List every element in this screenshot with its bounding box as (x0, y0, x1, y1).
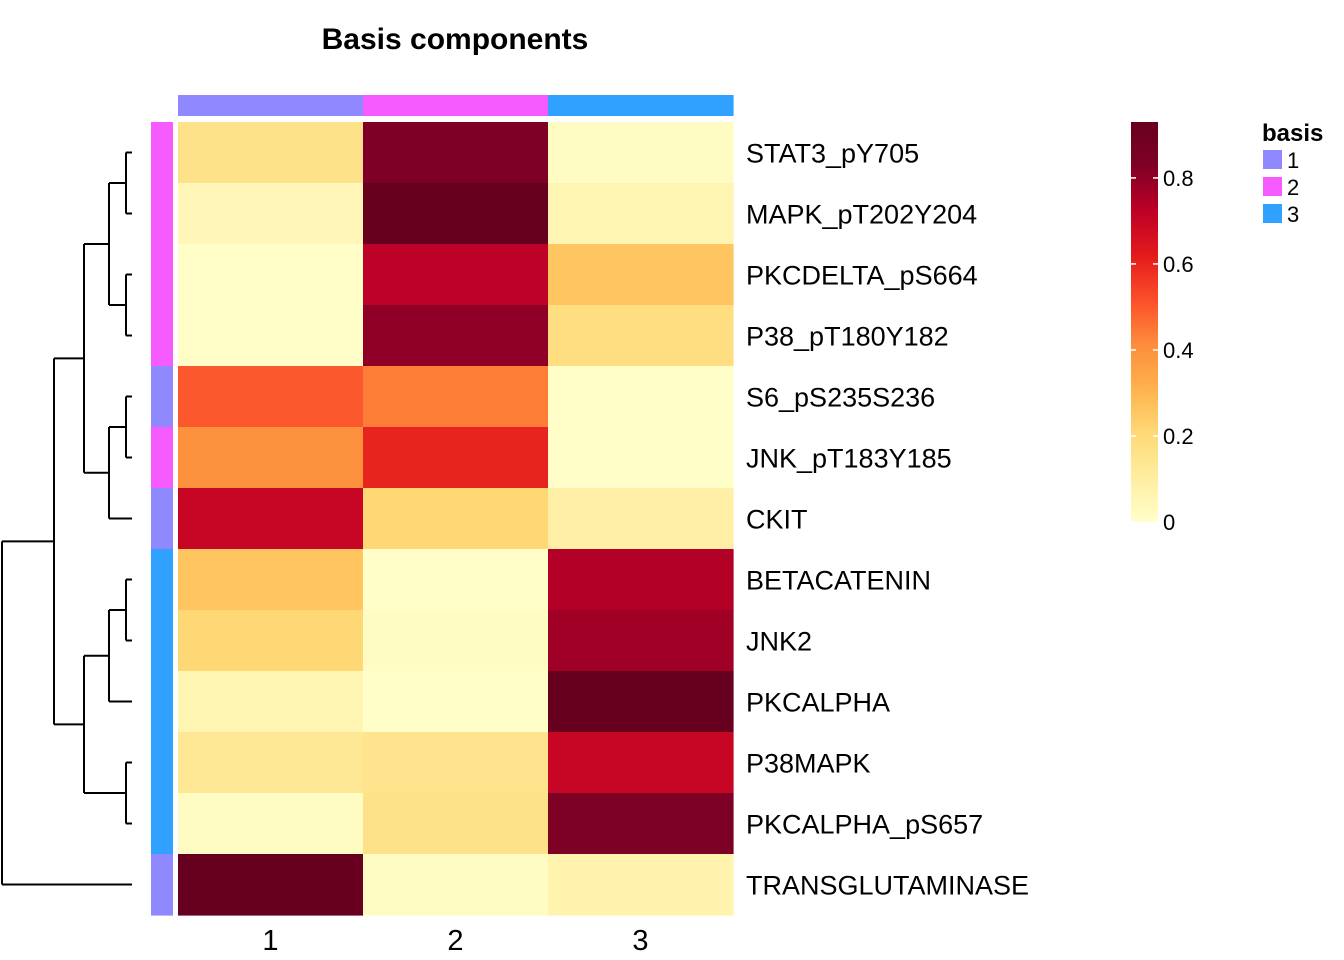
color-scale-tick-label: 0.2 (1163, 424, 1194, 449)
heatmap-cell (548, 183, 734, 245)
row-annotation-cell (151, 854, 173, 916)
row-annotation-cell (151, 549, 173, 611)
basis-legend-label: 3 (1287, 202, 1299, 227)
row-label: JNK2 (746, 627, 812, 657)
row-annotation-cell (151, 793, 173, 855)
color-scale-tick-label: 0.4 (1163, 338, 1194, 363)
heatmap-cell (548, 366, 734, 428)
heatmap-cell (178, 305, 364, 367)
heatmap-cell (548, 122, 734, 184)
heatmap-cell (178, 732, 364, 794)
heatmap-cell (178, 854, 364, 916)
color-scale-tick-label: 0.6 (1163, 252, 1194, 277)
heatmap-cell (363, 793, 549, 855)
row-annotation-cell (151, 488, 173, 550)
row-label: STAT3_pY705 (746, 139, 919, 169)
column-annotation-bar (178, 95, 734, 116)
row-annotation-cell (151, 244, 173, 306)
color-scale-bar (1131, 122, 1158, 522)
heatmap-cell (363, 488, 549, 550)
row-annotation-cell (151, 122, 173, 184)
column-labels: 1 2 3 (262, 925, 648, 957)
basis-legend-label: 1 (1287, 148, 1299, 173)
heatmap-cell (178, 427, 364, 489)
row-annotation-cell (151, 183, 173, 245)
row-label: PKCALPHA_pS657 (746, 810, 983, 840)
row-annotation-cell (151, 671, 173, 733)
heatmap-cell (178, 610, 364, 672)
basis-legend-swatch (1263, 204, 1282, 223)
row-label: MAPK_pT202Y204 (746, 200, 977, 230)
heatmap-cell (363, 427, 549, 489)
heatmap-cell (178, 244, 364, 306)
heatmap-cell (548, 488, 734, 550)
row-annotation-cell (151, 427, 173, 489)
heatmap-cell (363, 183, 549, 245)
heatmap-cell (178, 183, 364, 245)
heatmap-cell (548, 305, 734, 367)
heatmap-cell (548, 854, 734, 916)
row-annotation-cell (151, 366, 173, 428)
heatmap-cell (178, 549, 364, 611)
heatmap-cell (178, 488, 364, 550)
column-annotation-cell (178, 95, 364, 116)
heatmap-cell (548, 610, 734, 672)
heatmap-cell (548, 244, 734, 306)
heatmap-cell (363, 549, 549, 611)
row-annotation-cell (151, 610, 173, 672)
heatmap-cell (178, 793, 364, 855)
basis-legend-swatch (1263, 177, 1282, 196)
heatmap-cell (178, 366, 364, 428)
row-label: PKCDELTA_pS664 (746, 261, 978, 291)
heatmap-cell (363, 671, 549, 733)
column-annotation-cell (548, 95, 734, 116)
heatmap-cell (363, 854, 549, 916)
chart-title: Basis components (322, 23, 589, 56)
column-annotation-cell (363, 95, 549, 116)
row-label: JNK_pT183Y185 (746, 444, 952, 474)
heatmap-cell (363, 732, 549, 794)
heatmap-cell (548, 732, 734, 794)
row-annotation-bar (151, 122, 173, 916)
heatmap-cell (363, 305, 549, 367)
heatmap-cell (548, 549, 734, 611)
heatmap-cell (548, 793, 734, 855)
heatmap-cell (548, 427, 734, 489)
row-label: CKIT (746, 505, 808, 535)
row-label: P38MAPK (746, 749, 871, 779)
row-annotation-cell (151, 305, 173, 367)
row-dendrogram (1, 151, 132, 886)
row-label: P38_pT180Y182 (746, 322, 949, 352)
row-label: S6_pS235S236 (746, 383, 935, 413)
heatmap-cell (363, 610, 549, 672)
column-label: 2 (447, 925, 463, 957)
column-label: 1 (262, 925, 278, 957)
heatmap-cell (363, 244, 549, 306)
basis-legend-title: basis (1262, 120, 1323, 147)
basis-legend-label: 2 (1287, 175, 1299, 200)
heatmap-cell (178, 671, 364, 733)
heatmap-cells (178, 122, 734, 916)
heatmap-cell (178, 122, 364, 184)
column-label: 3 (632, 925, 648, 957)
heatmap-cell (363, 122, 549, 184)
row-labels: STAT3_pY705 MAPK_pT202Y204 PKCDELTA_pS664 P… (746, 139, 1029, 901)
row-label: PKCALPHA (746, 688, 890, 718)
row-annotation-cell (151, 732, 173, 794)
color-scale-legend: 0 0.2 0.4 0.6 0.8 (1131, 122, 1194, 535)
basis-legend-swatch (1263, 150, 1282, 169)
heatmap-cell (363, 366, 549, 428)
heatmap-cell (548, 671, 734, 733)
row-label: TRANSGLUTAMINASE (746, 871, 1029, 901)
color-scale-tick-label: 0 (1163, 510, 1175, 535)
color-scale-tick-label: 0.8 (1163, 166, 1194, 191)
row-label: BETACATENIN (746, 566, 931, 596)
